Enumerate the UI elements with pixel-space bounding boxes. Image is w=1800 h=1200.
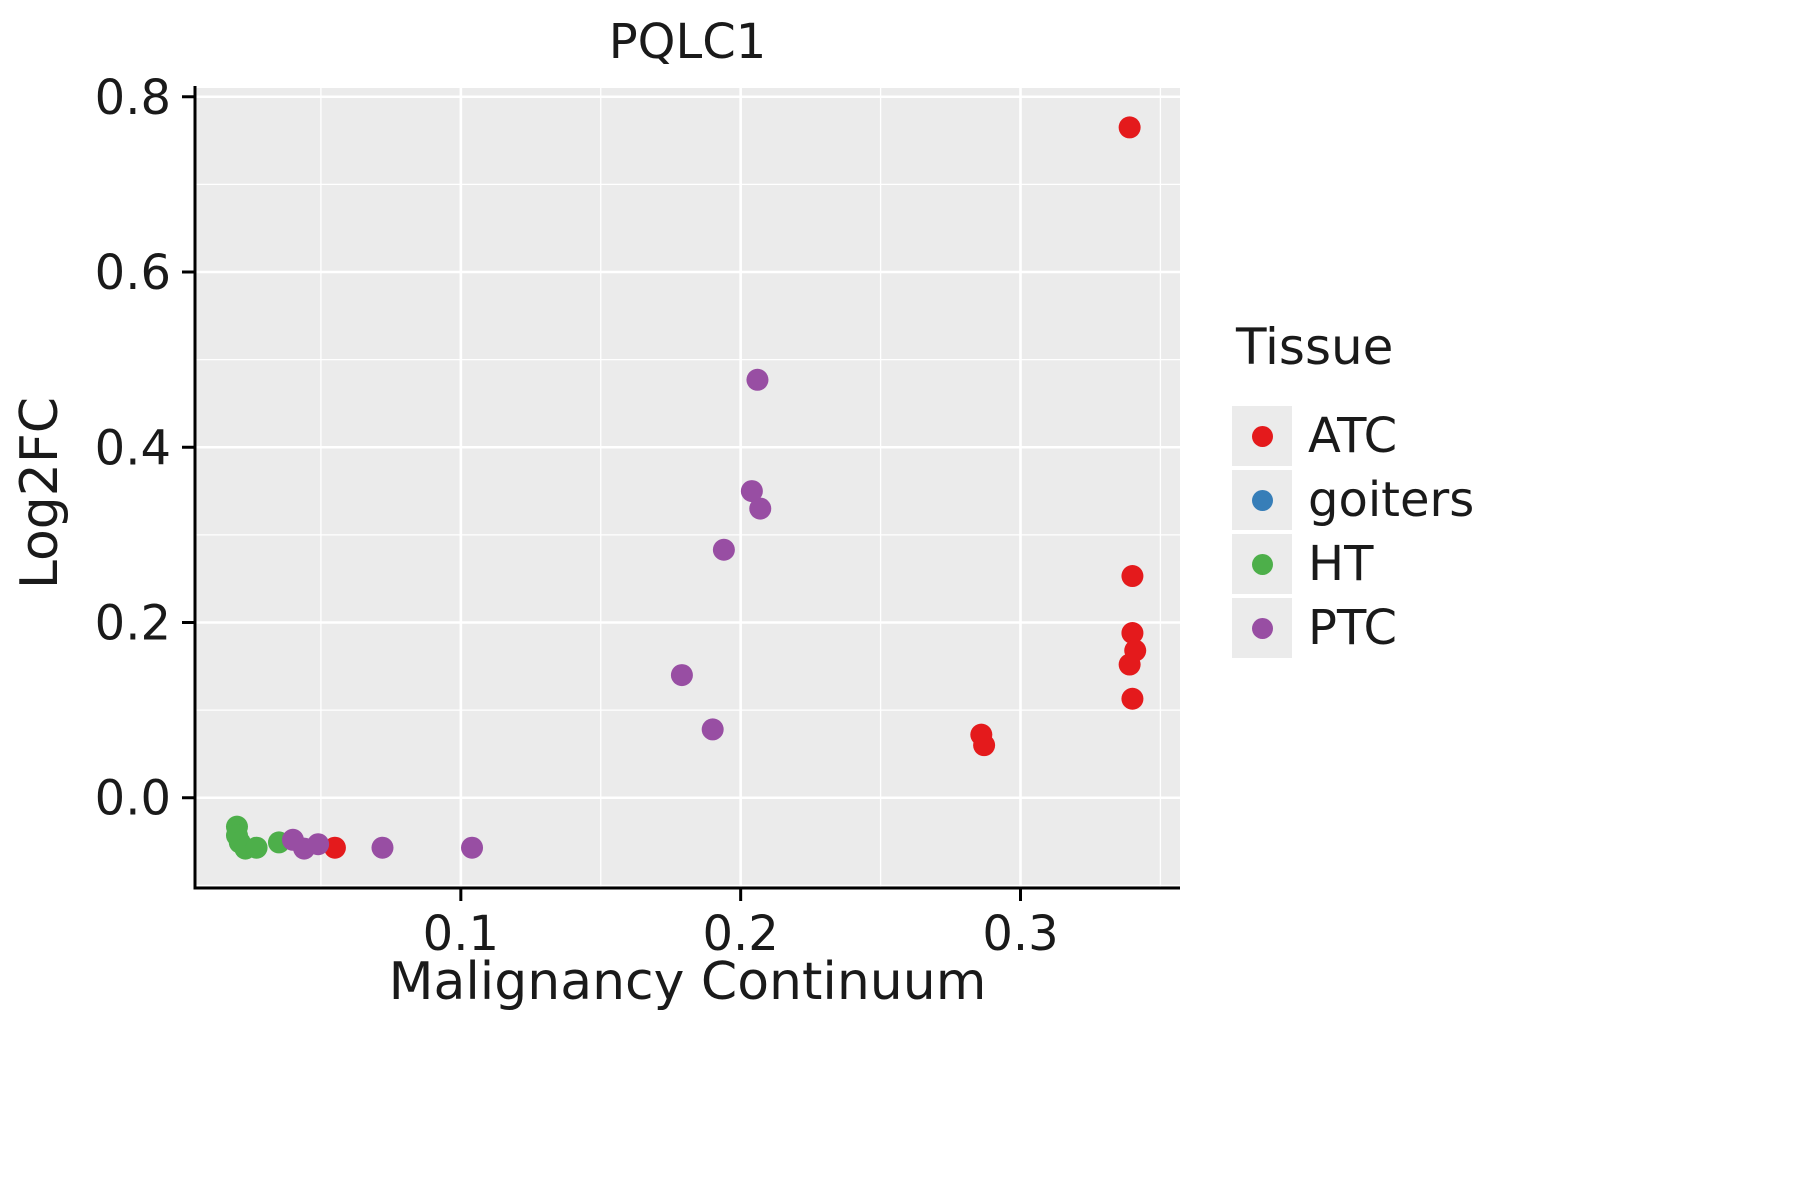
- legend-item-goiters: goiters: [1232, 468, 1474, 532]
- legend-item-HT: HT: [1232, 532, 1474, 596]
- legend-key: [1232, 406, 1292, 466]
- data-point-PTC: [307, 833, 330, 856]
- legend-key: [1232, 470, 1292, 530]
- data-point-PTC: [371, 836, 394, 859]
- data-point-PTC: [749, 497, 772, 520]
- y-axis-label: Log2FC: [10, 396, 70, 590]
- y-tick-label: 0.6: [95, 245, 171, 301]
- data-point-ATC: [1118, 653, 1141, 676]
- data-point-PTC: [670, 664, 693, 687]
- panel-background: [195, 88, 1180, 888]
- legend-item-label: goiters: [1308, 472, 1475, 528]
- y-tick-label: 0.8: [95, 70, 171, 126]
- chart-title: PQLC1: [608, 14, 767, 70]
- data-point-ATC: [973, 734, 996, 757]
- x-axis-label: Malignancy Continuum: [388, 952, 987, 1012]
- legend-dot-icon: [1251, 617, 1273, 639]
- legend-item-PTC: PTC: [1232, 596, 1474, 660]
- data-point-PTC: [740, 480, 763, 503]
- legend-item-label: HT: [1308, 536, 1374, 592]
- x-tick-label: 0.1: [423, 906, 499, 962]
- y-tick-label: 0.0: [95, 771, 171, 827]
- legend-items: ATC goiters HT PTC: [1232, 404, 1474, 660]
- legend-title: Tissue: [1236, 318, 1394, 376]
- data-point-PTC: [712, 538, 735, 561]
- y-tick-label: 0.2: [95, 596, 171, 652]
- legend-dot-icon: [1251, 425, 1273, 447]
- legend-key: [1232, 598, 1292, 658]
- legend: Tissue ATC goiters HT PTC: [1232, 318, 1474, 660]
- data-point-ATC: [1121, 687, 1144, 710]
- legend-key: [1232, 534, 1292, 594]
- data-point-ATC: [323, 836, 346, 859]
- data-point-HT: [245, 836, 268, 859]
- data-point-ATC: [1121, 622, 1144, 645]
- data-point-ATC: [1121, 565, 1144, 588]
- legend-item-ATC: ATC: [1232, 404, 1474, 468]
- y-tick-label: 0.4: [95, 420, 171, 476]
- x-tick-label: 0.2: [702, 906, 778, 962]
- legend-dot-icon: [1251, 489, 1273, 511]
- legend-item-label: PTC: [1308, 600, 1397, 656]
- legend-dot-icon: [1251, 553, 1273, 575]
- data-point-ATC: [1118, 116, 1141, 139]
- data-point-PTC: [461, 836, 484, 859]
- legend-item-label: ATC: [1308, 408, 1398, 464]
- data-point-PTC: [701, 718, 724, 741]
- data-point-PTC: [746, 368, 769, 391]
- x-tick-label: 0.3: [982, 906, 1058, 962]
